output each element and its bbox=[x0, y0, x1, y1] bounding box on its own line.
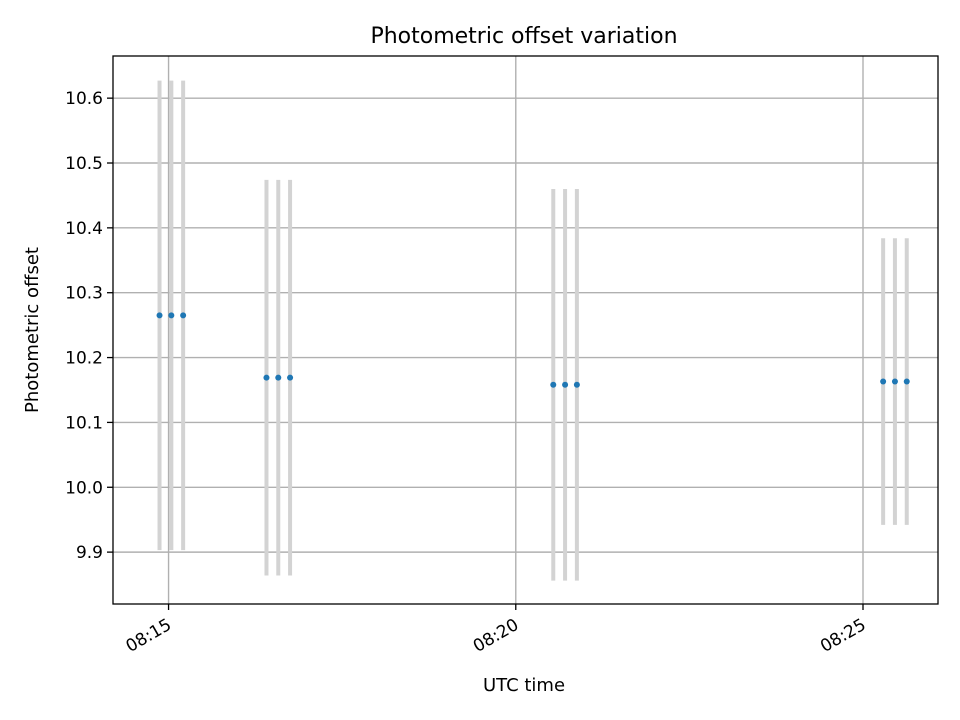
data-point bbox=[275, 374, 282, 381]
y-tick-label: 10.3 bbox=[65, 284, 103, 304]
y-tick-label: 10.4 bbox=[65, 219, 103, 239]
x-tick-label: 08:20 bbox=[470, 615, 522, 657]
grid-lines bbox=[113, 56, 938, 604]
x-axis-ticks: 08:15 08:20 08:25 bbox=[123, 604, 870, 657]
data-point bbox=[287, 374, 294, 381]
error-bars bbox=[157, 80, 909, 581]
x-axis-label: UTC time bbox=[483, 675, 565, 696]
data-point bbox=[263, 374, 270, 381]
data-points bbox=[156, 312, 910, 388]
data-point bbox=[550, 381, 557, 388]
data-point bbox=[573, 381, 580, 388]
data-point bbox=[903, 378, 910, 385]
y-tick-label: 10.0 bbox=[65, 478, 103, 498]
y-tick-label: 10.2 bbox=[65, 349, 103, 369]
y-tick-label: 10.6 bbox=[65, 89, 103, 109]
y-axis-ticks: 9.9 10.0 10.1 10.2 10.3 10.4 10.5 10.6 bbox=[65, 89, 113, 563]
data-point bbox=[180, 312, 187, 319]
data-point bbox=[880, 378, 887, 385]
y-tick-label: 9.9 bbox=[76, 543, 103, 563]
data-point bbox=[562, 381, 569, 388]
y-tick-label: 10.5 bbox=[65, 154, 103, 174]
x-tick-label: 08:25 bbox=[817, 615, 869, 657]
data-point bbox=[156, 312, 163, 319]
data-point bbox=[168, 312, 175, 319]
chart-title: Photometric offset variation bbox=[370, 24, 677, 49]
y-axis-label: Photometric offset bbox=[22, 247, 43, 413]
x-tick-label: 08:15 bbox=[123, 615, 175, 657]
y-tick-label: 10.1 bbox=[65, 413, 103, 433]
plot-frame bbox=[112, 55, 939, 605]
data-point bbox=[891, 378, 898, 385]
